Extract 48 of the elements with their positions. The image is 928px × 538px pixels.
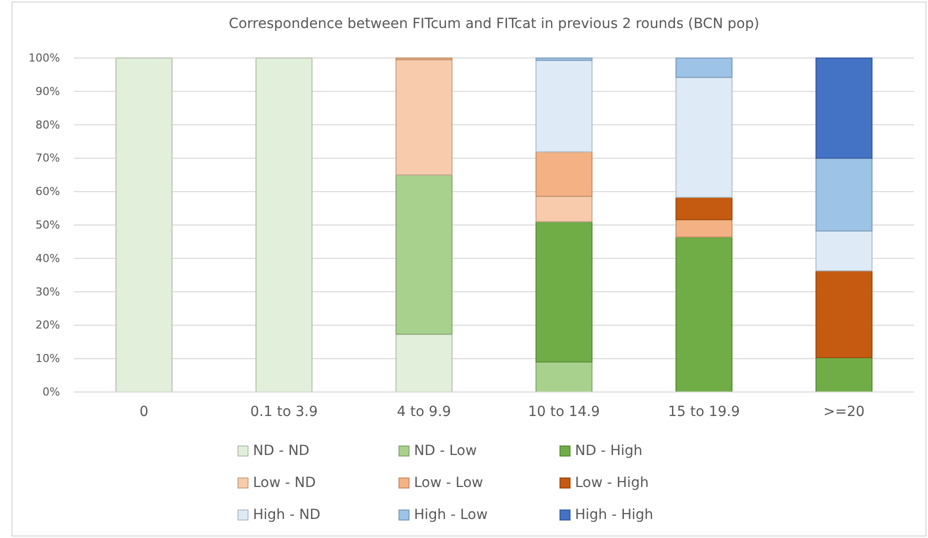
bar [676, 58, 732, 78]
legend-label: ND - Low [414, 443, 477, 459]
y-tick-label: 0% [42, 386, 60, 398]
x-tick-label: 0.1 to 3.9 [250, 404, 318, 420]
bar [536, 221, 592, 362]
y-tick-label: 40% [36, 252, 60, 265]
bar [816, 58, 872, 159]
x-tick-label: >=20 [823, 404, 865, 420]
bar [536, 60, 592, 152]
y-tick-label: 60% [36, 185, 60, 198]
chart-title: Correspondence between FITcum and FITcat in previous 2 rounds (BCN pop) [228, 16, 760, 32]
legend-label: Low - High [575, 475, 649, 491]
bar [676, 219, 732, 238]
x-tick-label: 10 to 14.9 [528, 404, 600, 420]
x-tick-label: 15 to 19.9 [668, 404, 740, 420]
bar [676, 196, 732, 220]
y-tick-label: 20% [36, 318, 60, 332]
x-tick-label: 0 [140, 404, 148, 420]
bar [536, 196, 592, 222]
legend-label: ND - High [575, 443, 642, 459]
bar [396, 334, 452, 392]
y-tick-label: 10% [36, 352, 60, 366]
y-tick-label: 100% [28, 52, 60, 64]
legend-label: Low - Low [414, 475, 484, 491]
legend-label: ND - ND [253, 443, 310, 459]
bar [116, 58, 172, 392]
bar [676, 76, 732, 198]
bar [536, 58, 592, 61]
bar [396, 59, 452, 176]
x-tick-label: 4 to 9.9 [396, 404, 452, 420]
bar [536, 361, 592, 392]
y-tick-label: 70% [36, 152, 60, 165]
legend-label: High - High [575, 507, 654, 523]
legend-label: Low - ND [253, 475, 316, 491]
bar [816, 357, 872, 392]
bar [816, 230, 872, 272]
bar [536, 151, 592, 197]
bar [816, 270, 872, 358]
y-tick-label: 50% [36, 218, 60, 232]
bar [816, 158, 872, 232]
y-tick-label: 90% [36, 84, 60, 98]
legend-label: High - Low [414, 507, 488, 523]
bar [256, 58, 312, 392]
bar [676, 236, 732, 392]
legend-label: High - ND [253, 507, 320, 523]
y-tick-label: 80% [36, 118, 60, 132]
y-tick-label: 30% [36, 285, 60, 298]
bar [396, 174, 452, 335]
